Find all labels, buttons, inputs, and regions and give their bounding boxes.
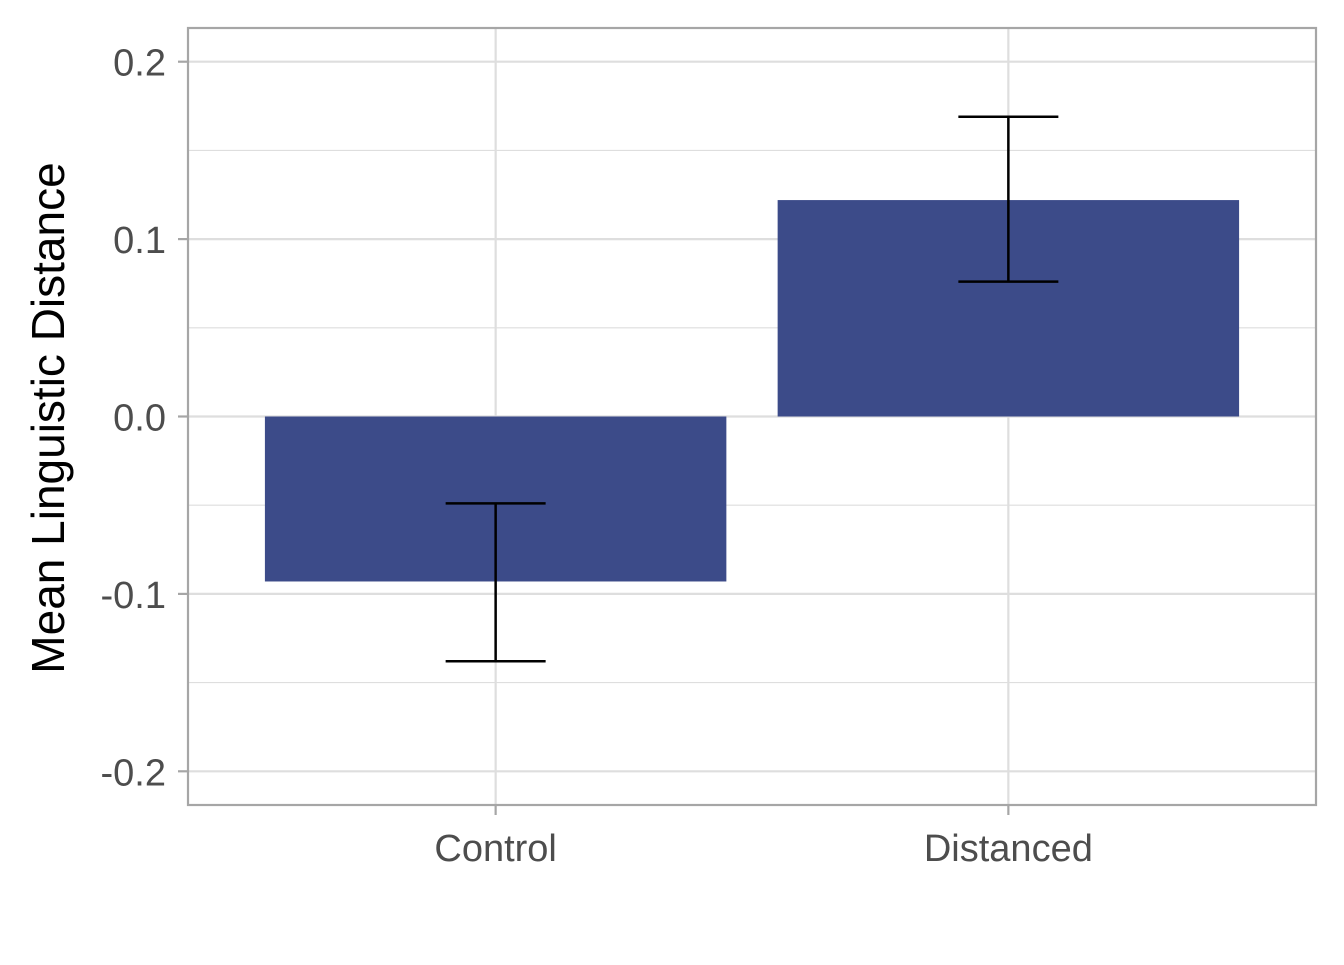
- y-tick-label: -0.2: [101, 752, 166, 794]
- bars: [264, 200, 1240, 582]
- x-tick-label: Distanced: [924, 828, 1093, 870]
- y-axis-title: Mean Linguistic Distance: [22, 162, 74, 673]
- y-tick-label: 0.0: [113, 398, 166, 440]
- x-tick-label: Control: [434, 828, 557, 870]
- y-tick-label: -0.1: [101, 575, 166, 617]
- error-bar-distanced: [958, 115, 1059, 283]
- y-tick-label: 0.1: [113, 220, 166, 262]
- error-bar-control: [445, 502, 546, 663]
- error-bars: [445, 115, 1059, 663]
- axes: -0.2 -0.1 0.0 0.1 0.2 Control Distanced: [101, 26, 1318, 870]
- y-tick-label: 0.2: [113, 43, 166, 85]
